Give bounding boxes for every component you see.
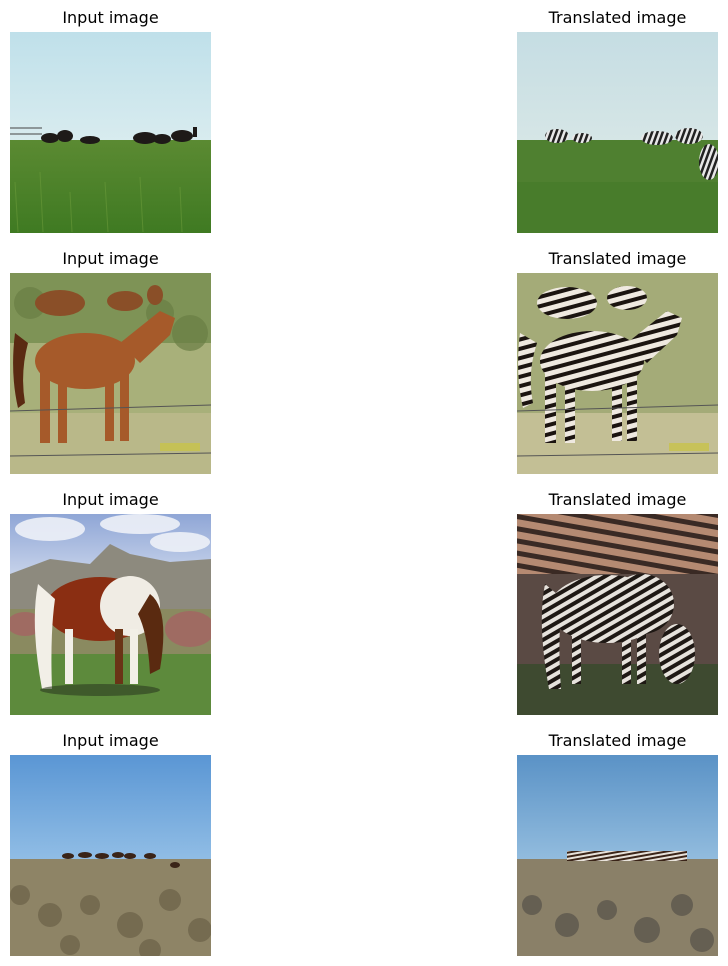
panel-title: Input image [62, 8, 159, 27]
translated-panel-1: Translated image [517, 8, 718, 233]
translated-image-1 [517, 32, 718, 233]
translated-image-4 [517, 755, 718, 956]
panel-title: Translated image [548, 8, 687, 27]
input-panel-2: Input image [10, 249, 211, 474]
panel-title: Input image [62, 249, 159, 268]
input-image-4 [10, 755, 211, 956]
input-image-2 [10, 273, 211, 474]
translated-image-3 [517, 514, 718, 715]
translated-panel-3: Translated image [517, 490, 718, 715]
panel-title: Input image [62, 731, 159, 750]
input-image-1 [10, 32, 211, 233]
input-panel-4: Input image [10, 731, 211, 956]
panel-title: Input image [62, 490, 159, 509]
translated-image-2 [517, 273, 718, 474]
panel-title: Translated image [548, 731, 687, 750]
panel-title: Translated image [548, 490, 687, 509]
input-panel-1: Input image [10, 8, 211, 233]
translated-panel-4: Translated image [517, 731, 718, 956]
translated-panel-2: Translated image [517, 249, 718, 474]
input-image-3 [10, 514, 211, 715]
input-panel-3: Input image [10, 490, 211, 715]
panel-title: Translated image [548, 249, 687, 268]
